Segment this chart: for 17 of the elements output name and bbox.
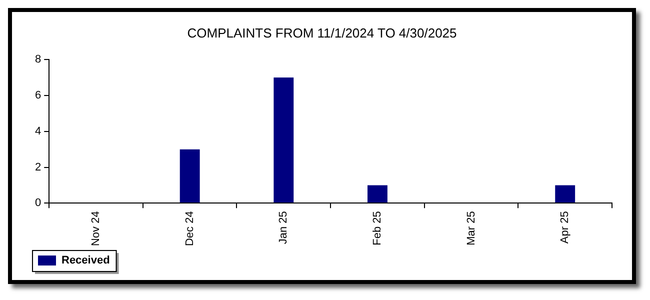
- y-tick-label: 0: [34, 197, 42, 210]
- legend-label: Received: [62, 254, 110, 267]
- bar: [555, 185, 576, 203]
- y-tick-label: 4: [34, 125, 42, 138]
- y-tick-label: 8: [34, 54, 42, 66]
- bar: [368, 185, 388, 203]
- y-tick-label: 6: [34, 90, 42, 102]
- y-tick-label: 2: [34, 161, 42, 174]
- x-tick-label: Dec 24: [184, 211, 196, 246]
- bar: [180, 149, 200, 203]
- x-tick-label: Mar 25: [465, 211, 478, 246]
- x-tick-label: Nov 24: [90, 211, 102, 246]
- chart-title: COMPLAINTS FROM 11/1/2024 TO 4/30/2025: [187, 25, 457, 40]
- x-tick-label: Jan 25: [278, 211, 290, 244]
- x-tick-label: Apr 25: [559, 211, 572, 244]
- x-tick-label: Feb 25: [371, 211, 384, 246]
- bar: [274, 78, 294, 203]
